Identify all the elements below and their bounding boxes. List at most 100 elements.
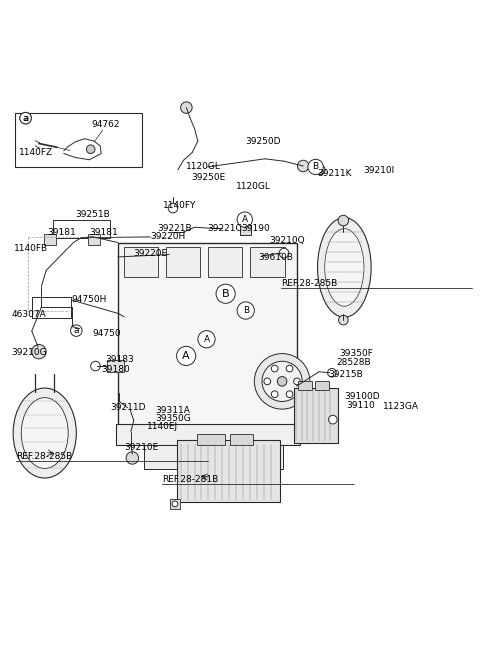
- Circle shape: [168, 203, 178, 213]
- Bar: [315, 382, 328, 390]
- Text: A: A: [204, 335, 210, 344]
- Bar: [44, 234, 56, 245]
- Ellipse shape: [21, 398, 68, 468]
- Text: 39311A: 39311A: [155, 406, 190, 415]
- Text: A: A: [242, 215, 248, 224]
- Circle shape: [294, 378, 300, 385]
- Text: 39100D: 39100D: [344, 392, 380, 401]
- Text: B: B: [312, 163, 319, 171]
- Text: 94750: 94750: [93, 329, 121, 338]
- Circle shape: [126, 452, 139, 464]
- Text: 39220H: 39220H: [150, 232, 185, 241]
- Text: 39181: 39181: [89, 227, 118, 237]
- Text: REF.28-285B: REF.28-285B: [16, 452, 72, 462]
- Text: 28528B: 28528B: [336, 358, 372, 367]
- Circle shape: [177, 346, 196, 366]
- Bar: [116, 424, 300, 446]
- Bar: [240, 225, 251, 235]
- Text: 39221C: 39221C: [207, 223, 242, 233]
- Text: B: B: [222, 289, 229, 299]
- Circle shape: [298, 160, 309, 171]
- Text: 1120GL: 1120GL: [186, 163, 221, 171]
- Circle shape: [277, 377, 287, 386]
- Circle shape: [172, 501, 178, 507]
- Circle shape: [338, 215, 348, 226]
- Text: 39215B: 39215B: [328, 370, 363, 379]
- Bar: [32, 297, 71, 318]
- Circle shape: [86, 145, 95, 153]
- Bar: [208, 247, 242, 277]
- Bar: [15, 113, 142, 167]
- Text: 39210I: 39210I: [363, 166, 395, 175]
- Bar: [53, 219, 110, 237]
- Bar: [177, 440, 280, 502]
- Circle shape: [216, 284, 235, 303]
- Bar: [197, 434, 225, 444]
- Bar: [250, 247, 285, 277]
- Text: 39211D: 39211D: [110, 403, 145, 412]
- Circle shape: [327, 368, 336, 377]
- Bar: [166, 247, 200, 277]
- Text: a: a: [73, 326, 79, 335]
- Bar: [118, 243, 298, 426]
- Text: 1140FB: 1140FB: [14, 244, 48, 253]
- Text: 94750H: 94750H: [72, 295, 107, 303]
- Circle shape: [71, 325, 82, 336]
- Circle shape: [20, 112, 31, 124]
- Text: 39210G: 39210G: [11, 348, 47, 357]
- Circle shape: [328, 416, 337, 424]
- Bar: [299, 382, 312, 390]
- Text: 39350F: 39350F: [339, 349, 373, 358]
- Circle shape: [20, 112, 31, 124]
- Text: 46307A: 46307A: [11, 310, 46, 319]
- Circle shape: [32, 345, 46, 359]
- Bar: [230, 434, 253, 444]
- Text: 39181: 39181: [48, 227, 76, 237]
- Text: 39610B: 39610B: [258, 253, 293, 262]
- Circle shape: [279, 248, 289, 258]
- Circle shape: [338, 315, 348, 325]
- Text: 1140EJ: 1140EJ: [147, 422, 178, 432]
- Bar: [144, 444, 283, 470]
- Text: 39180: 39180: [101, 365, 130, 374]
- Circle shape: [237, 212, 252, 227]
- Text: 39110: 39110: [346, 401, 375, 410]
- Text: 39183: 39183: [105, 356, 134, 364]
- Circle shape: [262, 362, 302, 402]
- Ellipse shape: [318, 217, 371, 317]
- Bar: [107, 360, 124, 372]
- Text: 39250D: 39250D: [245, 137, 280, 145]
- Text: 1140FZ: 1140FZ: [19, 148, 53, 157]
- Text: B: B: [243, 306, 249, 315]
- Text: 1120GL: 1120GL: [236, 181, 271, 191]
- Text: 39220E: 39220E: [134, 249, 168, 257]
- Bar: [124, 247, 158, 277]
- Text: A: A: [182, 351, 190, 361]
- Text: 39210E: 39210E: [124, 443, 158, 452]
- Circle shape: [198, 331, 215, 348]
- Text: REF.28-281B: REF.28-281B: [162, 475, 219, 484]
- Text: 1140FY: 1140FY: [162, 201, 196, 209]
- Text: 39350G: 39350G: [155, 414, 191, 423]
- Circle shape: [316, 165, 325, 175]
- Text: 1123GA: 1123GA: [383, 402, 419, 411]
- Ellipse shape: [324, 229, 364, 306]
- Circle shape: [264, 378, 271, 385]
- Circle shape: [237, 302, 254, 319]
- Circle shape: [286, 365, 293, 372]
- Text: 39250E: 39250E: [191, 173, 226, 183]
- Text: a: a: [23, 113, 28, 123]
- Circle shape: [254, 354, 310, 409]
- Text: 39190: 39190: [241, 223, 270, 233]
- Circle shape: [286, 391, 293, 398]
- Text: 39221B: 39221B: [157, 223, 192, 233]
- Text: 39211K: 39211K: [318, 169, 352, 177]
- Circle shape: [271, 391, 278, 398]
- Circle shape: [91, 362, 100, 371]
- Text: 39251B: 39251B: [75, 210, 109, 219]
- Circle shape: [308, 159, 323, 175]
- Bar: [294, 388, 337, 443]
- Text: 39210Q: 39210Q: [270, 235, 305, 245]
- Circle shape: [180, 102, 192, 113]
- Ellipse shape: [13, 388, 76, 478]
